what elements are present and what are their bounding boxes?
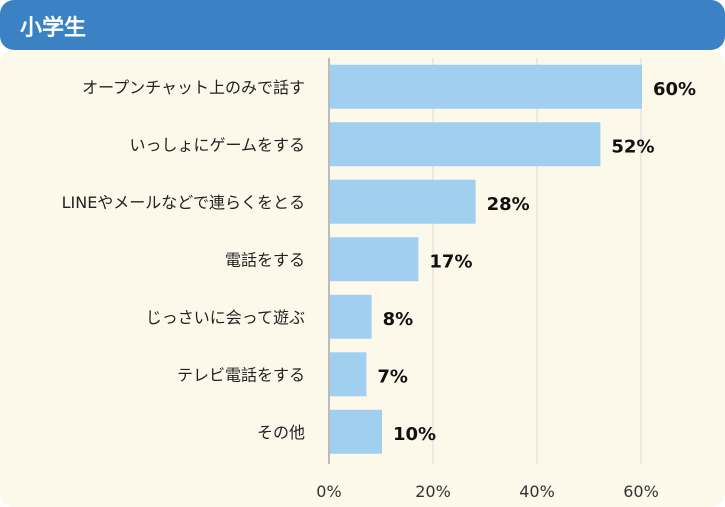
value-label: 28%: [487, 194, 530, 215]
bar: [330, 64, 642, 109]
value-label: 8%: [383, 309, 414, 330]
x-tick-label: 0%: [316, 482, 341, 501]
bar: [330, 352, 367, 397]
category-label: その他: [257, 423, 305, 442]
value-label: 10%: [393, 424, 436, 445]
header-bar: 小学生: [0, 0, 725, 50]
bar: [330, 237, 419, 282]
category-label: テレビ電話をする: [177, 365, 305, 384]
chart-title: 小学生: [20, 16, 87, 41]
category-label: いっしょにゲームをする: [129, 135, 305, 154]
x-tick-label: 60%: [623, 482, 659, 501]
category-label: じっさいに会って遊ぶ: [146, 308, 305, 327]
bar: [330, 122, 601, 167]
x-tick-label: 40%: [519, 482, 555, 501]
x-tick-label: 20%: [415, 482, 451, 501]
bar: [330, 294, 372, 339]
bar: [330, 179, 476, 224]
value-label: 17%: [429, 251, 472, 272]
value-label: 60%: [653, 79, 696, 100]
category-label: LINEやメールなどで連らくをとる: [62, 193, 305, 212]
category-label: オープンチャット上のみで話す: [82, 78, 305, 97]
value-label: 7%: [377, 366, 408, 387]
bar: [330, 409, 382, 454]
category-label: 電話をする: [225, 250, 305, 269]
value-label: 52%: [611, 136, 654, 157]
